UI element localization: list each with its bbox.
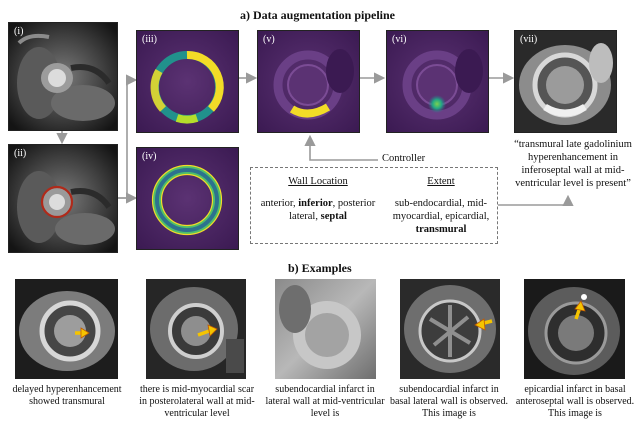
extent-heading: Extent	[427, 176, 455, 187]
wall-location-heading: Wall Location	[288, 176, 348, 187]
panel-ii-segmentation: (ii)	[8, 144, 118, 253]
panel-iv-label: (iv)	[142, 151, 157, 162]
example-image-4	[400, 279, 500, 379]
example-image-2	[146, 279, 246, 379]
example-caption-3: subendocardial infarct in lateral wall a…	[265, 384, 385, 419]
panel-v-label: (v)	[263, 34, 275, 45]
panel-i-mri: (i)	[8, 22, 118, 131]
wall-location-values: anterior, inferior, posterior lateral, s…	[260, 198, 376, 222]
panel-ii-label: (ii)	[14, 148, 27, 159]
arrow-ii-to-iii	[117, 74, 138, 199]
example-image-1	[15, 279, 118, 379]
example-image-5	[524, 279, 625, 379]
wall-location-column: Wall Location anterior, inferior, poster…	[255, 175, 381, 223]
panel-i-label: (i)	[14, 26, 24, 37]
pipeline-connectors	[56, 72, 574, 206]
panel-v-location-mask: (v)	[257, 30, 360, 133]
panel-vii-label: (vii)	[520, 34, 538, 45]
panel-iv-ring-map: (iv)	[136, 147, 239, 250]
panel-vi-enhancement-map: (vi)	[386, 30, 489, 133]
example-caption-2: there is mid-myocardial scar in posterol…	[139, 384, 255, 419]
example-caption-4: subendocardial infarct in basal lateral …	[389, 384, 508, 419]
controller-arrow	[304, 134, 378, 161]
panel-iii-ring-map: (iii)	[136, 30, 239, 133]
panel-iii-label: (iii)	[142, 34, 157, 45]
panel-vii-output-image: (vii)	[514, 30, 617, 133]
panel-vi-label: (vi)	[392, 34, 407, 45]
example-image-3	[275, 279, 376, 379]
attribute-box: Wall Location anterior, inferior, poster…	[250, 167, 498, 244]
extent-column: Extent sub-endocardial, mid-myocardial, …	[387, 175, 495, 236]
arrow-box-to-output	[498, 194, 574, 206]
extent-values: sub-endocardial, mid-myocardial, epicard…	[392, 198, 490, 235]
example-caption-5: epicardial infarct in basal anteroseptal…	[515, 384, 635, 419]
section-b-title: b) Examples	[288, 261, 352, 275]
output-caption: “transmural late gadolinium hyperenhance…	[514, 139, 632, 189]
controller-label: Controller	[382, 153, 426, 164]
section-a-title: a) Data augmentation pipeline	[240, 8, 396, 22]
example-caption-1: delayed hyperenhancement showed transmur…	[12, 384, 122, 407]
